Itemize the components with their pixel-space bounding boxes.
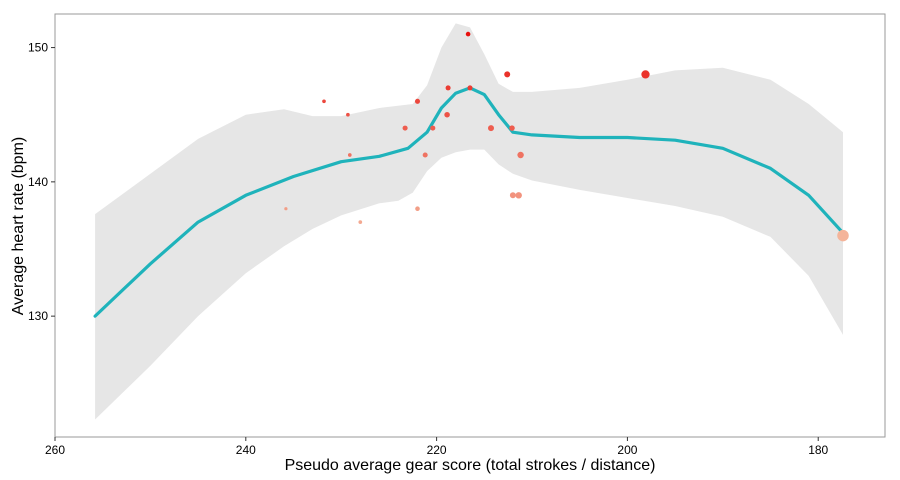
x-tick-label: 220 <box>427 443 447 457</box>
points-layer <box>284 31 849 242</box>
data-point <box>509 125 515 131</box>
y-axis-title: Average heart rate (bpm) <box>10 137 27 315</box>
data-point <box>284 207 288 211</box>
data-point <box>504 71 511 78</box>
data-point <box>465 31 471 37</box>
data-point <box>430 125 436 131</box>
y-tick-label: 140 <box>28 175 48 189</box>
axes-layer: 260 240 220 200 180 130 140 150 <box>28 41 829 457</box>
data-point <box>322 99 326 104</box>
data-point <box>415 206 420 211</box>
data-point <box>402 125 408 131</box>
x-tick-label: 260 <box>45 443 65 457</box>
y-tick-label: 130 <box>28 309 48 323</box>
data-point <box>467 85 473 91</box>
data-point <box>414 98 421 104</box>
data-point <box>358 220 363 224</box>
y-tick-label: 150 <box>28 41 48 55</box>
data-point <box>515 192 522 199</box>
x-tick-label: 200 <box>617 443 637 457</box>
data-point <box>517 151 524 159</box>
data-point <box>444 111 450 118</box>
data-point <box>509 192 516 199</box>
data-point <box>346 112 350 117</box>
x-tick-label: 240 <box>236 443 256 457</box>
panel-border <box>54 13 886 438</box>
data-point <box>641 70 650 79</box>
data-point <box>445 85 451 91</box>
confidence-band <box>95 23 844 420</box>
confidence-band-layer <box>95 23 844 420</box>
data-point <box>422 152 428 158</box>
data-point <box>347 153 352 157</box>
x-axis-title: Pseudo average gear score (total strokes… <box>285 457 656 474</box>
data-point <box>837 229 849 242</box>
data-point <box>488 125 494 132</box>
x-tick-label: 180 <box>808 443 828 457</box>
